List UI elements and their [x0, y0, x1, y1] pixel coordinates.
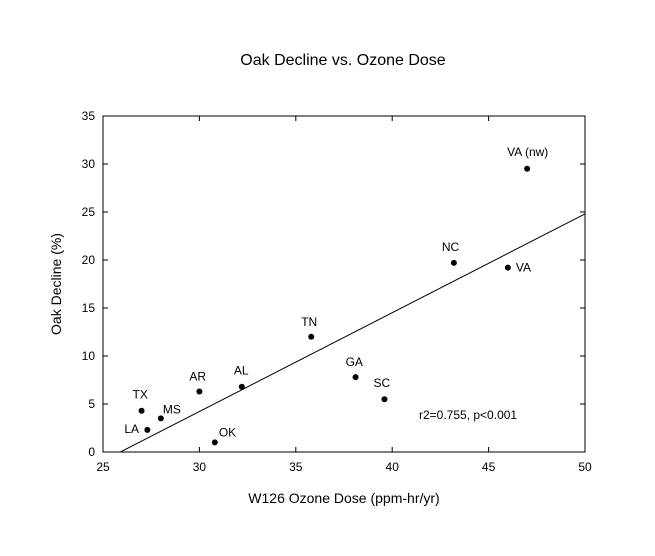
y-tick-label: 25	[82, 205, 96, 219]
point-labels: VA (nw) NC VA TN GA SC AL AR TX MS LA OK	[124, 145, 548, 440]
axis-ticks: 25 30 35 40 45 50 0 5 10 15 20 25 30 35	[82, 109, 592, 474]
y-axis-title: Oak Decline (%)	[48, 233, 64, 335]
y-tick-label: 5	[88, 397, 95, 411]
x-tick-label: 30	[193, 460, 207, 474]
regression-layer	[120, 213, 586, 453]
data-point	[238, 383, 245, 390]
data-point	[504, 264, 511, 271]
point-label: VA	[516, 261, 531, 275]
y-tick-label: 15	[82, 301, 96, 315]
x-tick-label: 40	[386, 460, 400, 474]
point-label: VA (nw)	[507, 145, 548, 159]
y-tick-label: 0	[88, 445, 95, 459]
point-label: TX	[133, 388, 148, 402]
data-point	[352, 374, 359, 381]
plot-frame	[102, 115, 586, 453]
x-axis-title: W126 Ozone Dose (ppm-hr/yr)	[248, 490, 439, 506]
point-label: NC	[442, 240, 460, 254]
regression-line	[120, 213, 586, 453]
point-label: AL	[234, 364, 249, 378]
data-point	[211, 439, 218, 446]
point-label: TN	[301, 315, 317, 329]
y-tick-label: 35	[82, 109, 96, 123]
y-tick-label: 20	[82, 253, 96, 267]
x-tick-label: 25	[96, 460, 110, 474]
chart-title: Oak Decline vs. Ozone Dose	[240, 52, 446, 69]
data-point	[196, 388, 203, 395]
data-point	[450, 259, 457, 266]
data-point	[144, 426, 151, 433]
data-point	[381, 396, 388, 403]
point-label: GA	[346, 355, 363, 369]
point-label: SC	[373, 376, 390, 390]
y-tick-label: 10	[82, 349, 96, 363]
point-label: OK	[219, 425, 236, 439]
data-point	[157, 415, 164, 422]
y-tick-label: 30	[82, 157, 96, 171]
data-points	[138, 165, 531, 446]
point-label: LA	[124, 422, 139, 436]
data-point	[308, 333, 315, 340]
x-tick-label: 45	[482, 460, 496, 474]
x-tick-label: 35	[289, 460, 303, 474]
stats-annotation: r2=0.755, p<0.001	[419, 408, 517, 422]
point-label: AR	[189, 370, 206, 384]
data-point	[524, 165, 531, 172]
x-tick-label: 50	[578, 460, 592, 474]
point-label: MS	[163, 402, 181, 416]
data-point	[138, 407, 145, 414]
